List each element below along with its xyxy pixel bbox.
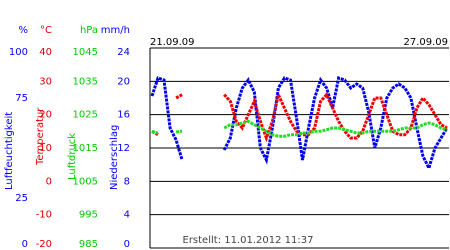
axis-title: Niederschlag <box>109 125 120 190</box>
y-tick-label: -20 <box>36 239 52 250</box>
note: Erstellt: 11.01.2012 11:37 <box>183 235 314 246</box>
y-tick-label: 1035 <box>73 76 98 87</box>
axis-title: Temperatur <box>35 107 46 166</box>
y-tick-label: 1015 <box>73 143 98 154</box>
y-tick-label: 1005 <box>73 176 98 187</box>
axis-unit: % <box>18 25 28 36</box>
y-tick-label: 30 <box>39 76 52 87</box>
axis-unit: mm/h <box>101 25 130 36</box>
y-tick-label: 40 <box>39 47 52 58</box>
y-tick-label: 12 <box>117 143 130 154</box>
y-tick-label: 100 <box>9 47 28 58</box>
y-tick-label: 985 <box>79 239 98 250</box>
y-tick-label: 0 <box>46 176 52 187</box>
y-tick-label: 16 <box>117 110 130 121</box>
y-tick-label: 25 <box>15 193 28 204</box>
y-tick-label: 10 <box>39 143 52 154</box>
series-line <box>151 119 448 138</box>
x-label: 21.09.09 <box>150 37 195 48</box>
y-tick-label: 1025 <box>73 110 98 121</box>
axis-unit: °C <box>40 25 52 36</box>
x-label: 27.09.09 <box>403 37 448 48</box>
y-tick-label: 4 <box>124 210 130 221</box>
y-tick-label: 24 <box>117 47 130 58</box>
y-tick-label: 1045 <box>73 47 98 58</box>
series-line <box>150 76 449 173</box>
axis-title: Luftfeuchtigkeit <box>4 112 15 190</box>
y-tick-label: 20 <box>117 76 130 87</box>
y-tick-label: 8 <box>124 176 130 187</box>
y-tick-label: 0 <box>22 239 28 250</box>
y-tick-label: -10 <box>36 210 52 221</box>
y-tick-label: 995 <box>79 210 98 221</box>
y-tick-label: 20 <box>39 110 52 121</box>
axis-title: Luftdruck <box>67 133 78 180</box>
y-tick-label: 75 <box>15 93 28 104</box>
axis-unit: hPa <box>80 25 98 36</box>
y-tick-label: 0 <box>124 239 130 250</box>
